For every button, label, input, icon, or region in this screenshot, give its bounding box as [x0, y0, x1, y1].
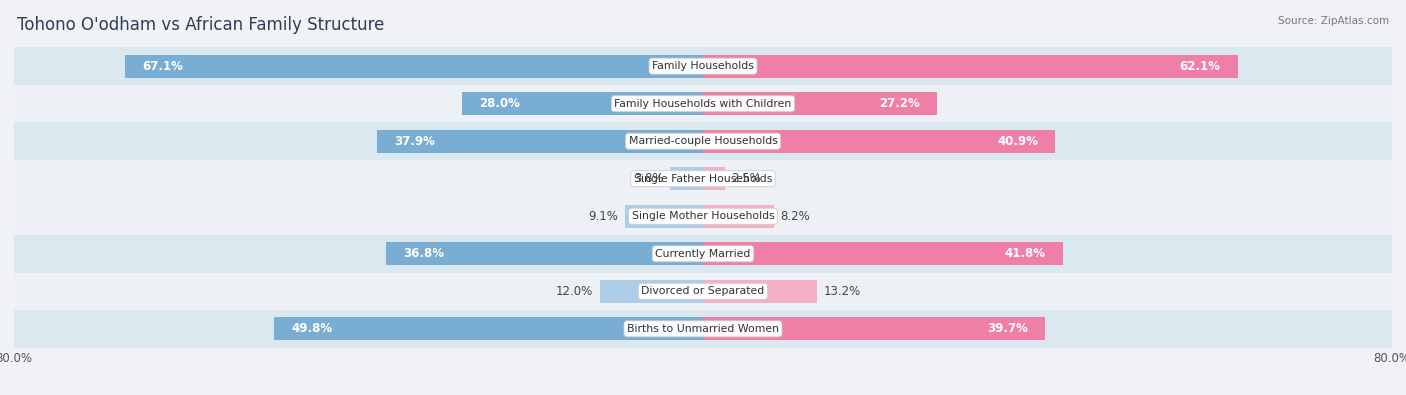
Text: 2.5%: 2.5%	[731, 172, 761, 185]
Bar	[14, 235, 1392, 273]
Bar	[703, 167, 724, 190]
Text: 67.1%: 67.1%	[142, 60, 183, 73]
Text: Divorced or Separated: Divorced or Separated	[641, 286, 765, 296]
Text: 9.1%: 9.1%	[588, 210, 617, 223]
Bar	[14, 310, 1392, 348]
Text: 49.8%: 49.8%	[291, 322, 332, 335]
Text: Currently Married: Currently Married	[655, 249, 751, 259]
Text: Family Households with Children: Family Households with Children	[614, 99, 792, 109]
Text: 39.7%: 39.7%	[987, 322, 1028, 335]
Text: 27.2%: 27.2%	[879, 97, 920, 110]
Bar	[703, 205, 773, 228]
Text: Single Mother Households: Single Mother Households	[631, 211, 775, 221]
Text: Married-couple Households: Married-couple Households	[628, 136, 778, 146]
Text: 8.2%: 8.2%	[780, 210, 810, 223]
Bar	[377, 130, 703, 153]
Bar	[703, 280, 817, 303]
Bar	[14, 160, 1392, 198]
Bar	[461, 92, 703, 115]
Bar	[703, 55, 1237, 78]
Bar	[703, 92, 938, 115]
Text: 12.0%: 12.0%	[555, 285, 593, 298]
Bar	[671, 167, 703, 190]
Text: 41.8%: 41.8%	[1005, 247, 1046, 260]
Text: 13.2%: 13.2%	[824, 285, 860, 298]
Text: 36.8%: 36.8%	[404, 247, 444, 260]
Bar	[599, 280, 703, 303]
Bar	[125, 55, 703, 78]
Bar	[14, 85, 1392, 122]
Text: Tohono O'odham vs African Family Structure: Tohono O'odham vs African Family Structu…	[17, 16, 384, 34]
Bar	[624, 205, 703, 228]
Text: 40.9%: 40.9%	[997, 135, 1038, 148]
Bar	[14, 273, 1392, 310]
Text: 3.8%: 3.8%	[634, 172, 664, 185]
Text: Single Father Households: Single Father Households	[634, 174, 772, 184]
Text: 28.0%: 28.0%	[479, 97, 520, 110]
Text: 37.9%: 37.9%	[394, 135, 434, 148]
Bar	[703, 130, 1056, 153]
Text: Births to Unmarried Women: Births to Unmarried Women	[627, 324, 779, 334]
Text: 62.1%: 62.1%	[1180, 60, 1220, 73]
Bar	[14, 47, 1392, 85]
Bar	[274, 317, 703, 340]
Bar	[387, 242, 703, 265]
Text: Source: ZipAtlas.com: Source: ZipAtlas.com	[1278, 16, 1389, 26]
Bar	[14, 198, 1392, 235]
Bar	[14, 122, 1392, 160]
Text: Family Households: Family Households	[652, 61, 754, 71]
Bar	[703, 317, 1045, 340]
Bar	[703, 242, 1063, 265]
